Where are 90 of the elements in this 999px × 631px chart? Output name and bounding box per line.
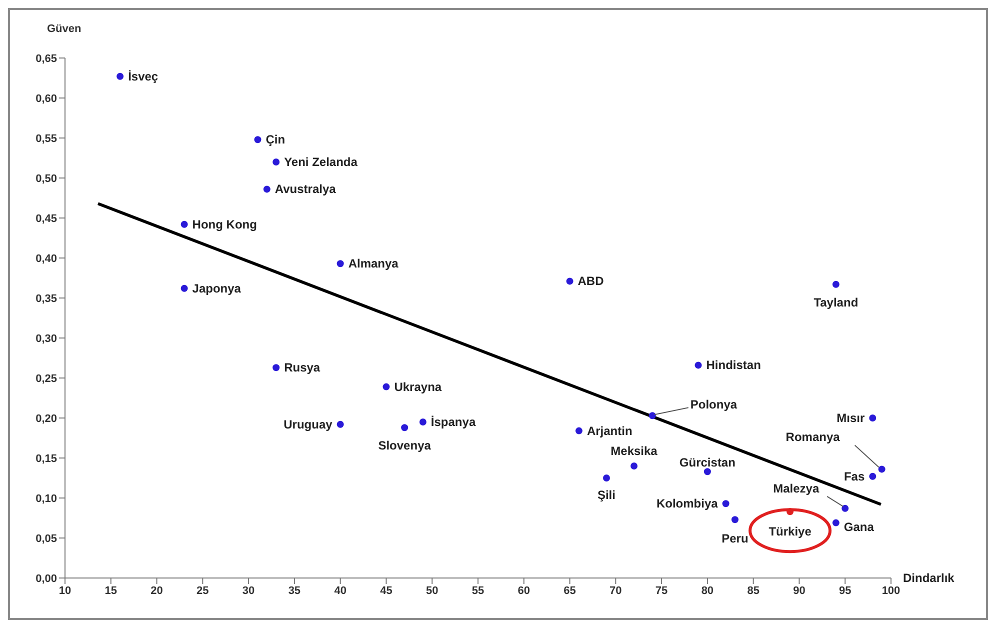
annotation: ABD [578,274,604,288]
annotation: Peru [722,532,748,546]
x-axis-title: Dindarlık [903,571,955,585]
x-tick-label: 100 [882,584,900,597]
annotation: Japonya [192,281,242,296]
point [272,158,280,166]
point [382,383,390,390]
annotation: Romanya [786,430,840,444]
point [878,466,886,473]
point [869,414,876,422]
y-tick-label: 0,60 [36,92,57,105]
annotation: Fas [844,469,865,484]
point [575,427,582,434]
point [694,362,702,369]
annotation: Meksika [610,444,658,458]
annotation: Şili [597,488,616,502]
y-tick-label: 0,30 [36,332,57,345]
point [869,472,876,480]
point [254,136,262,144]
x-tick-label: 75 [655,584,668,597]
y-tick-label: 0,40 [36,252,57,265]
y-tick-label: 0,20 [36,412,57,425]
annotation: Mısır [836,411,865,425]
annotation: Polonya [690,398,738,412]
annotation: Almanya [348,256,399,271]
y-tick-label: 0,05 [36,532,57,545]
annotation: Hong Kong [192,217,257,232]
x-tick-label: 35 [288,584,301,597]
x-tick-label: 65 [564,584,576,597]
point [401,424,408,432]
x-tick-label: 90 [793,584,806,597]
point [419,418,426,426]
annotation: Avustralya [274,182,336,196]
x-tick-label: 55 [472,584,484,597]
annotation: Kolombiya [656,496,718,511]
x-tick-label: 45 [380,584,392,597]
x-tick-label: 25 [196,584,209,597]
x-tick-label: 50 [426,584,438,597]
annotation: İsveç [128,69,158,84]
y-tick-label: 0,50 [36,172,57,185]
annotation: Çin [266,132,286,147]
annotation: Uruguay [284,417,333,432]
y-tick-label: 0,35 [36,292,57,305]
point [832,280,840,288]
annotation: Gana [844,520,874,534]
annotation: İspanya [430,415,476,429]
x-tick-label: 60 [518,584,530,597]
point [704,468,711,476]
annotation: Hindistan [706,358,761,372]
y-tick-label: 0,00 [36,572,57,585]
point [731,516,738,524]
annotation: Ukrayna [394,380,442,394]
point [180,220,188,228]
annotation: Arjantin [586,424,632,438]
y-tick-label: 0,45 [36,212,57,225]
y-tick-label: 0,55 [36,132,57,145]
y-tick-label: 0,10 [36,492,57,505]
annotation: Slovenya [378,438,432,453]
x-tick-label: 80 [701,584,714,597]
x-tick-label: 40 [334,584,346,597]
point [842,504,849,512]
point [116,72,124,80]
x-tick-label: 15 [104,584,118,597]
point [566,278,574,285]
y-tick-label: 0,25 [36,372,57,385]
point [180,284,188,292]
x-tick-label: 20 [150,584,163,597]
point [648,412,656,420]
annotation: Türkiye [768,524,812,539]
point [832,519,840,526]
point [630,462,638,470]
y-tick-label: 0,65 [36,52,57,65]
point [336,260,344,268]
point [336,420,344,428]
y-axis-title: Güven [47,23,82,35]
x-tick-label: 85 [747,584,760,597]
point [602,474,610,482]
point [272,364,280,372]
annotation: Rusya [284,360,320,375]
annotation: Yeni Zelanda [284,155,358,169]
y-tick-label: 0,15 [36,452,57,465]
point [263,186,270,193]
x-tick-label: 10 [58,584,72,597]
x-tick-label: 95 [838,584,852,597]
x-tick-label: 30 [242,584,255,597]
x-tick-label: 70 [610,584,622,597]
annotation: Malezya [773,481,820,496]
annotation: Gürcistan [679,456,736,470]
point [722,500,730,508]
annotation: Tayland [814,295,858,310]
